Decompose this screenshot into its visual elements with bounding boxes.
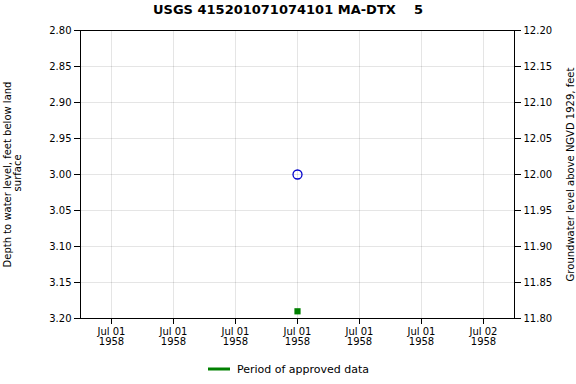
- svg-text:Jul 011958: Jul 011958: [407, 326, 436, 347]
- svg-text:12.20: 12.20: [524, 25, 553, 36]
- svg-text:Depth to water level, feet bel: Depth to water level, feet below land su…: [2, 82, 23, 268]
- svg-text:Groundwater level above NGVD 1: Groundwater level above NGVD 1929, feet: [565, 68, 576, 282]
- svg-text:2.85: 2.85: [49, 61, 71, 72]
- svg-text:Jul 011958: Jul 011958: [159, 326, 188, 347]
- svg-text:2.95: 2.95: [49, 133, 71, 144]
- svg-text:11.85: 11.85: [524, 277, 553, 288]
- svg-text:11.95: 11.95: [524, 205, 553, 216]
- svg-text:Jul 011958: Jul 011958: [283, 326, 312, 347]
- html-text:USGS 415201071074101 MA-DTX 5: USGS 415201071074101 MA-DTX 5: [153, 2, 423, 17]
- svg-text:Jul 021958: Jul 021958: [469, 326, 498, 347]
- svg-text:12.15: 12.15: [524, 61, 553, 72]
- svg-text:3.15: 3.15: [49, 277, 71, 288]
- svg-text:12.10: 12.10: [524, 97, 553, 108]
- svg-text:12.00: 12.00: [524, 169, 553, 180]
- svg-text:3.20: 3.20: [49, 313, 71, 324]
- svg-text:11.90: 11.90: [524, 241, 553, 252]
- svg-text:2.90: 2.90: [49, 97, 71, 108]
- svg-text:3.00: 3.00: [49, 169, 71, 180]
- svg-text:3.05: 3.05: [49, 205, 71, 216]
- svg-text:2.80: 2.80: [49, 25, 71, 36]
- svg-text:Jul 011958: Jul 011958: [97, 326, 126, 347]
- svg-text:Jul 011958: Jul 011958: [221, 326, 250, 347]
- html-text:Period of approved data: Period of approved data: [236, 362, 370, 376]
- svg-text:3.10: 3.10: [49, 241, 71, 252]
- svg-text:Jul 011958: Jul 011958: [345, 326, 374, 347]
- svg-text:12.05: 12.05: [524, 133, 553, 144]
- svg-text:11.80: 11.80: [524, 313, 553, 324]
